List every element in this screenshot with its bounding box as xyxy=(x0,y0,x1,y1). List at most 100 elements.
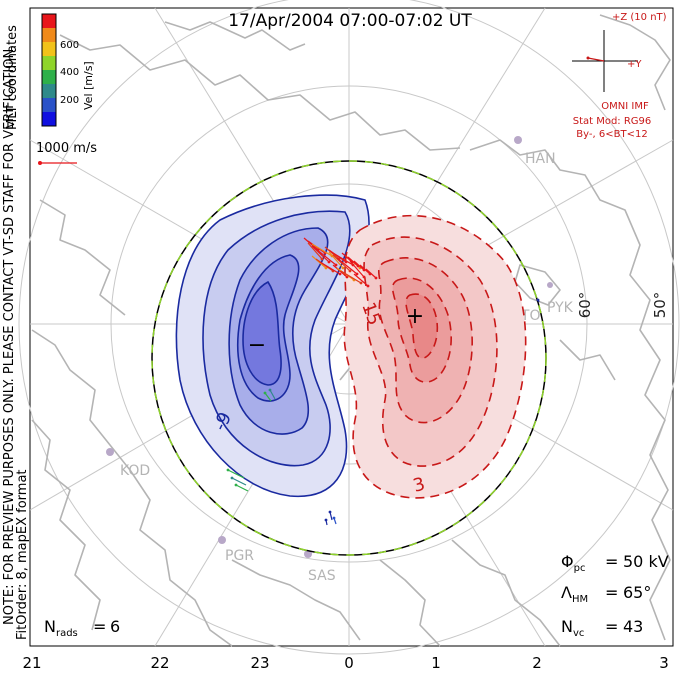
velocity-vector xyxy=(353,273,369,287)
mlt-tick-23: 23 xyxy=(250,654,269,672)
colorbar-swatch xyxy=(42,28,56,43)
svg-text:Nvc: Nvc xyxy=(561,617,584,639)
imf-dial: +Z (10 nT) +Y OMNI IMF Stat Mod: RG96 By… xyxy=(572,12,667,140)
velocity-vector xyxy=(341,252,353,263)
velocity-vector-origin xyxy=(536,298,540,302)
colorbar-tick-400: 400 xyxy=(60,67,79,78)
colorbar-tick-600: 600 xyxy=(60,40,79,51)
velocity-vector-origin xyxy=(327,260,331,264)
preview-note: NOTE: FOR PREVIEW PURPOSES ONLY. PLEASE … xyxy=(2,45,17,625)
velocity-vector xyxy=(269,389,276,400)
map-title: 17/Apr/2004 07:00-07:02 UT xyxy=(228,11,472,31)
velocity-vector-origin xyxy=(234,483,238,487)
colorbar-swatch xyxy=(42,42,56,57)
velocity-vector-origin xyxy=(348,269,352,273)
velocity-vector-origin xyxy=(230,476,234,480)
imf-vector xyxy=(587,57,605,62)
velocity-vector xyxy=(264,392,272,402)
svg-text:65°: 65° xyxy=(623,583,651,602)
velocity-vector xyxy=(332,264,348,278)
station-han-marker xyxy=(514,136,522,144)
svg-text:=: = xyxy=(605,583,618,602)
mlt-coordinates-label: MLT coordinates xyxy=(5,25,20,130)
ref-vector-origin xyxy=(38,161,42,165)
svg-text:50 kV: 50 kV xyxy=(623,552,669,571)
imf-model: Stat Mod: RG96 xyxy=(573,116,652,127)
velocity-vector-origin xyxy=(355,272,359,276)
mlt-tick-2: 2 xyxy=(532,654,542,672)
imf-source: OMNI IMF xyxy=(601,101,649,112)
station-han-label: HAN xyxy=(525,151,556,167)
contour-label-3: 3 xyxy=(411,474,427,497)
velocity-vector xyxy=(311,245,330,263)
mlt-tick-3: 3 xyxy=(659,654,669,672)
velocity-vector xyxy=(347,256,359,267)
station-sas-label: SAS xyxy=(308,568,336,584)
velocity-vector-origin xyxy=(366,284,370,288)
velocity-vector xyxy=(311,243,333,257)
velocity-vector-origin xyxy=(374,276,378,280)
colorbar: 600 400 200 Vel [m/s] xyxy=(41,13,95,127)
plot-frame xyxy=(29,7,674,647)
svg-text:43: 43 xyxy=(623,617,643,636)
velocity-vector xyxy=(336,257,358,275)
velocity-vector xyxy=(235,484,249,492)
hm-boundary-dash xyxy=(151,160,547,556)
station-sas-marker xyxy=(304,550,312,558)
colorbar-tick-200: 200 xyxy=(60,95,79,106)
station-kod-label: KOD xyxy=(120,463,150,479)
colorbar-swatch xyxy=(42,70,56,85)
lat-label-60: 60° xyxy=(576,292,594,319)
velocity-vector-origin xyxy=(359,281,363,285)
min-marker: − xyxy=(248,333,266,358)
station-labels: HAN STO PYK KOD PGR SAS xyxy=(120,151,574,584)
svg-text:Φpc: Φpc xyxy=(561,552,585,574)
station-pgr-marker xyxy=(218,536,226,544)
svg-text:=: = xyxy=(605,617,618,636)
velocity-vector xyxy=(319,261,341,275)
stat-n-vc: Nvc = 43 xyxy=(561,617,643,639)
velocity-vector xyxy=(353,260,365,271)
mlt-tick-22: 22 xyxy=(150,654,169,672)
velocity-vector xyxy=(332,254,351,272)
station-pgr-label: PGR xyxy=(225,548,254,564)
velocity-vector xyxy=(349,260,365,278)
velocity-vector xyxy=(231,477,247,486)
colorbar-swatch xyxy=(42,84,56,99)
velocity-vector-origin xyxy=(332,516,336,520)
velocity-vector xyxy=(340,270,362,284)
velocity-vector-origin xyxy=(341,266,345,270)
velocity-vector xyxy=(324,246,340,260)
velocity-vector-origin xyxy=(268,388,272,392)
colorbar-swatch xyxy=(42,112,56,127)
station-pyk-label: PYK xyxy=(547,300,574,316)
svg-text:Nrads: Nrads xyxy=(44,617,78,639)
velocity-vector xyxy=(311,255,327,269)
station-markers xyxy=(106,136,553,558)
velocity-vectors xyxy=(226,237,540,526)
velocity-vector-origin xyxy=(324,518,328,522)
velocity-vector-origin xyxy=(263,391,267,395)
positive-cell xyxy=(343,214,527,499)
colorbar-swatch xyxy=(42,98,56,113)
svg-text:=: = xyxy=(605,552,618,571)
velocity-vector-origin xyxy=(345,275,349,279)
colorbar-frame xyxy=(41,13,57,127)
station-sto-marker xyxy=(547,282,553,288)
colorbar-swatch xyxy=(42,14,56,29)
velocity-vector xyxy=(365,268,377,279)
velocity-vector-origin xyxy=(226,468,230,472)
mlt-tick-21: 21 xyxy=(22,654,41,672)
fitorder-note: FitOrder: 8, mapEX format xyxy=(15,469,30,640)
velocity-vector-origin xyxy=(362,275,366,279)
velocity-vector-origin xyxy=(320,257,324,261)
imf-y-label: +Y xyxy=(627,59,642,70)
stat-phi-pc: Φpc = 50 kV xyxy=(561,552,669,574)
velocity-vector xyxy=(307,242,323,260)
stat-n-rads: Nrads = 6 xyxy=(44,617,120,639)
velocity-vector xyxy=(303,237,319,251)
colorbar-swatch xyxy=(42,56,56,71)
mlt-tick-1: 1 xyxy=(431,654,441,672)
